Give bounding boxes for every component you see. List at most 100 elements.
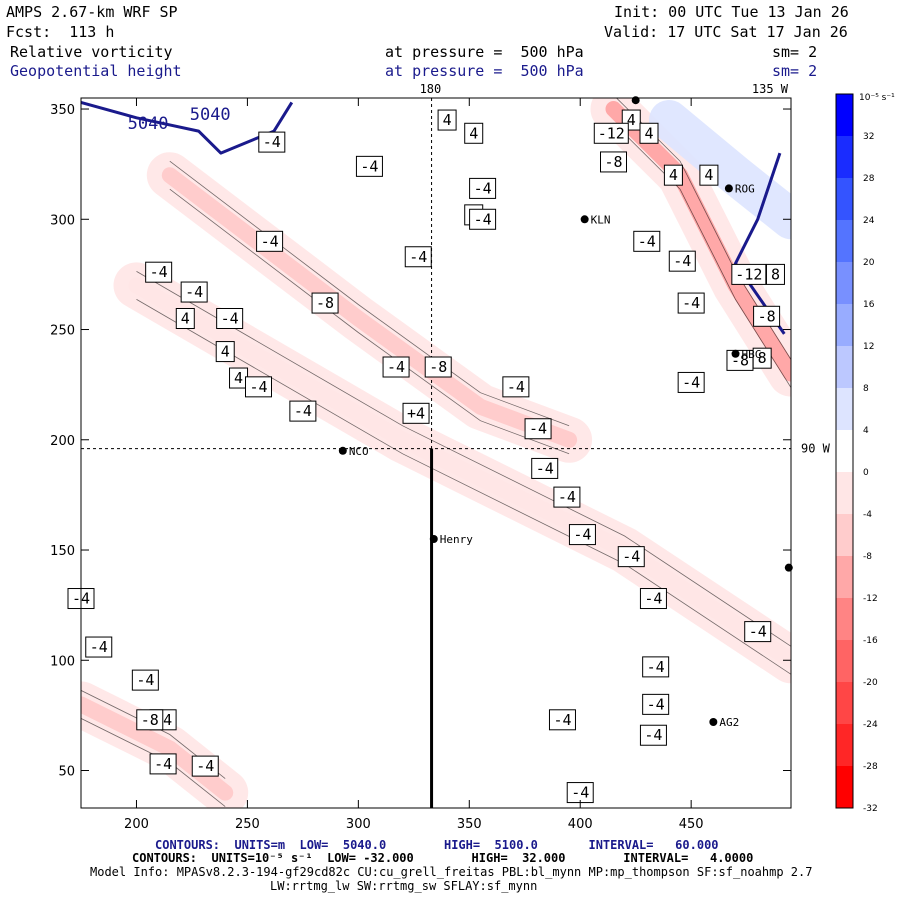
colorbar-unit: 10⁻⁵ s⁻¹	[859, 93, 895, 103]
contour-label-box	[731, 263, 767, 285]
colorbar-tick-label: 32	[863, 132, 874, 142]
contour-label-text: -4	[409, 248, 427, 266]
contour-label-text: -4	[150, 263, 168, 281]
contour-label-box	[404, 246, 432, 268]
station-label: Henry	[440, 533, 473, 546]
contour-label-text: -4	[558, 488, 576, 506]
contour-label: -4	[289, 400, 317, 422]
contour-label-text: -4	[360, 157, 378, 175]
contour-label-text: -12	[598, 124, 625, 142]
contour-label-box	[642, 693, 670, 715]
height-contour-label: 5040	[128, 114, 169, 134]
x-tick-label: 200	[124, 817, 149, 832]
colorbar-swatch	[836, 472, 853, 515]
x-tick-label: 350	[457, 817, 482, 832]
contour-label: -4	[145, 261, 173, 283]
y-tick-label: 100	[50, 654, 75, 669]
colorbar-swatch	[836, 598, 853, 641]
contour-label-box	[180, 281, 208, 303]
contour-label-text: 4	[221, 343, 230, 361]
contour-label: -4	[180, 281, 208, 303]
colorbar-tick-label: -12	[863, 594, 878, 604]
contour-label-text: -4	[249, 378, 267, 396]
x-tick-label: 450	[679, 817, 704, 832]
contour-label-text: -4	[749, 623, 767, 641]
contour-label-text: -4	[263, 133, 281, 151]
contour-label-box	[382, 356, 410, 378]
contour-label-text: -4	[474, 179, 492, 197]
colorbar-swatch	[836, 94, 853, 137]
contour-label-box	[469, 208, 497, 230]
contour-label: -4	[382, 356, 410, 378]
smoothing2-label: sm= 2	[772, 62, 818, 80]
colorbar-swatch	[836, 640, 853, 683]
y-tick-label: 250	[50, 324, 75, 339]
contour-label: -4	[633, 230, 661, 252]
station-marker	[631, 96, 640, 105]
contour-label-box	[175, 307, 195, 329]
contour-label-text: -4	[647, 695, 665, 713]
forecast-hour: Fcst: 113 h	[6, 23, 115, 41]
contour-label: -4	[256, 230, 284, 252]
height-contour-label: 5040	[190, 105, 231, 125]
contour-label-box	[149, 753, 177, 775]
colorbar-tick-label: 4	[863, 426, 869, 436]
contour-label-box	[524, 418, 552, 440]
contour-label: -4	[568, 524, 596, 546]
contour-label-text: -4	[507, 378, 525, 396]
contour-label-text: -4	[474, 210, 492, 228]
y-tick-label: 300	[50, 213, 75, 228]
plot-area: 5040 5040	[81, 98, 791, 808]
colorbar-tick-label: 12	[863, 342, 874, 352]
contour-label-text: 8	[771, 265, 780, 283]
colorbar-tick-label: -24	[863, 720, 878, 730]
colorbar-tick-label: 8	[863, 384, 869, 394]
contour-label-box	[663, 164, 683, 186]
colorbar-tick-label: 20	[863, 258, 875, 268]
pressure1-label: at pressure = 500 hPa	[385, 43, 584, 61]
colorbar-swatch	[836, 220, 853, 263]
contour-label-text: -4	[387, 358, 405, 376]
contour-label-text: -4	[673, 252, 691, 270]
contour-label: -4	[502, 376, 530, 398]
contour-label-box	[639, 724, 667, 746]
station-marker	[784, 563, 793, 572]
contour-label: 4	[215, 341, 235, 363]
contour-label-text: 4	[644, 124, 653, 142]
contour-label-text: -8	[604, 153, 622, 171]
contour-label-box	[639, 122, 659, 144]
contour-label-text: -4	[185, 283, 203, 301]
contour-label: -4	[191, 755, 219, 777]
x-tick-label: 300	[346, 817, 371, 832]
contour-label-text: -4	[644, 726, 662, 744]
contour-label-box	[245, 376, 272, 398]
colorbar-swatch	[836, 262, 853, 305]
colorbar-swatch	[836, 178, 853, 221]
y-tick-label: 350	[50, 103, 75, 118]
contour-label-text: +4	[407, 404, 425, 422]
contour-label-box	[744, 621, 772, 643]
contour-label-text: -4	[136, 671, 154, 689]
colorbar-tick-label: -20	[863, 678, 878, 688]
contour-label: -4	[85, 636, 113, 658]
ref-label-180: 180	[420, 82, 442, 96]
contour-label-text: -4	[294, 402, 312, 420]
contour-label-box	[765, 263, 785, 285]
vorticity-band-core	[81, 696, 234, 801]
model-info-cont: LW:rrtmg_lw SW:rrtmg_sw SFLAY:sf_mynn	[270, 879, 538, 893]
contour-label-text: -4	[647, 658, 665, 676]
contour-label: -4	[245, 376, 272, 398]
contour-label-box	[553, 486, 581, 508]
contour-label-box	[355, 155, 383, 177]
contour-label-text: 4	[627, 111, 636, 129]
contour-label: -4	[404, 246, 432, 268]
contour-label-box	[568, 524, 596, 546]
contour-label-text: -4	[90, 638, 108, 656]
contour-label-text: -4	[196, 757, 214, 775]
colorbar-swatch	[836, 136, 853, 179]
contour-label-text: -8	[316, 294, 334, 312]
contour-label: -4	[566, 782, 594, 804]
contour-label-text: -4	[573, 526, 591, 544]
contour-label: -8	[136, 709, 164, 731]
